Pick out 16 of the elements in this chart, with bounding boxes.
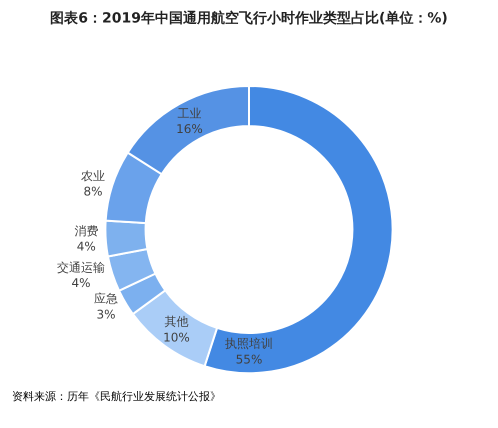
- slice-label: 其他: [164, 314, 188, 329]
- data-label: 3%: [96, 307, 116, 322]
- data-label: 4%: [76, 239, 96, 254]
- slice-label: 农业: [81, 168, 106, 183]
- slice-label: 交通运输: [57, 260, 106, 275]
- data-label: 4%: [71, 276, 91, 290]
- text: 资料来源：历年《民航行业发展统计公报》: [12, 390, 221, 403]
- chart-title: 图表6：2019年中国通用航空飞行小时作业类型占比(单位：%): [50, 10, 448, 27]
- slice-label: 应急: [94, 292, 118, 306]
- data-label: 55%: [236, 352, 262, 366]
- slice-label: 工业: [177, 106, 202, 121]
- data-label: 8%: [83, 184, 103, 199]
- slice-label: 消费: [74, 224, 98, 238]
- data-label: 16%: [176, 122, 203, 136]
- slice-label: 执照培训: [225, 336, 273, 351]
- data-label: 10%: [163, 330, 190, 344]
